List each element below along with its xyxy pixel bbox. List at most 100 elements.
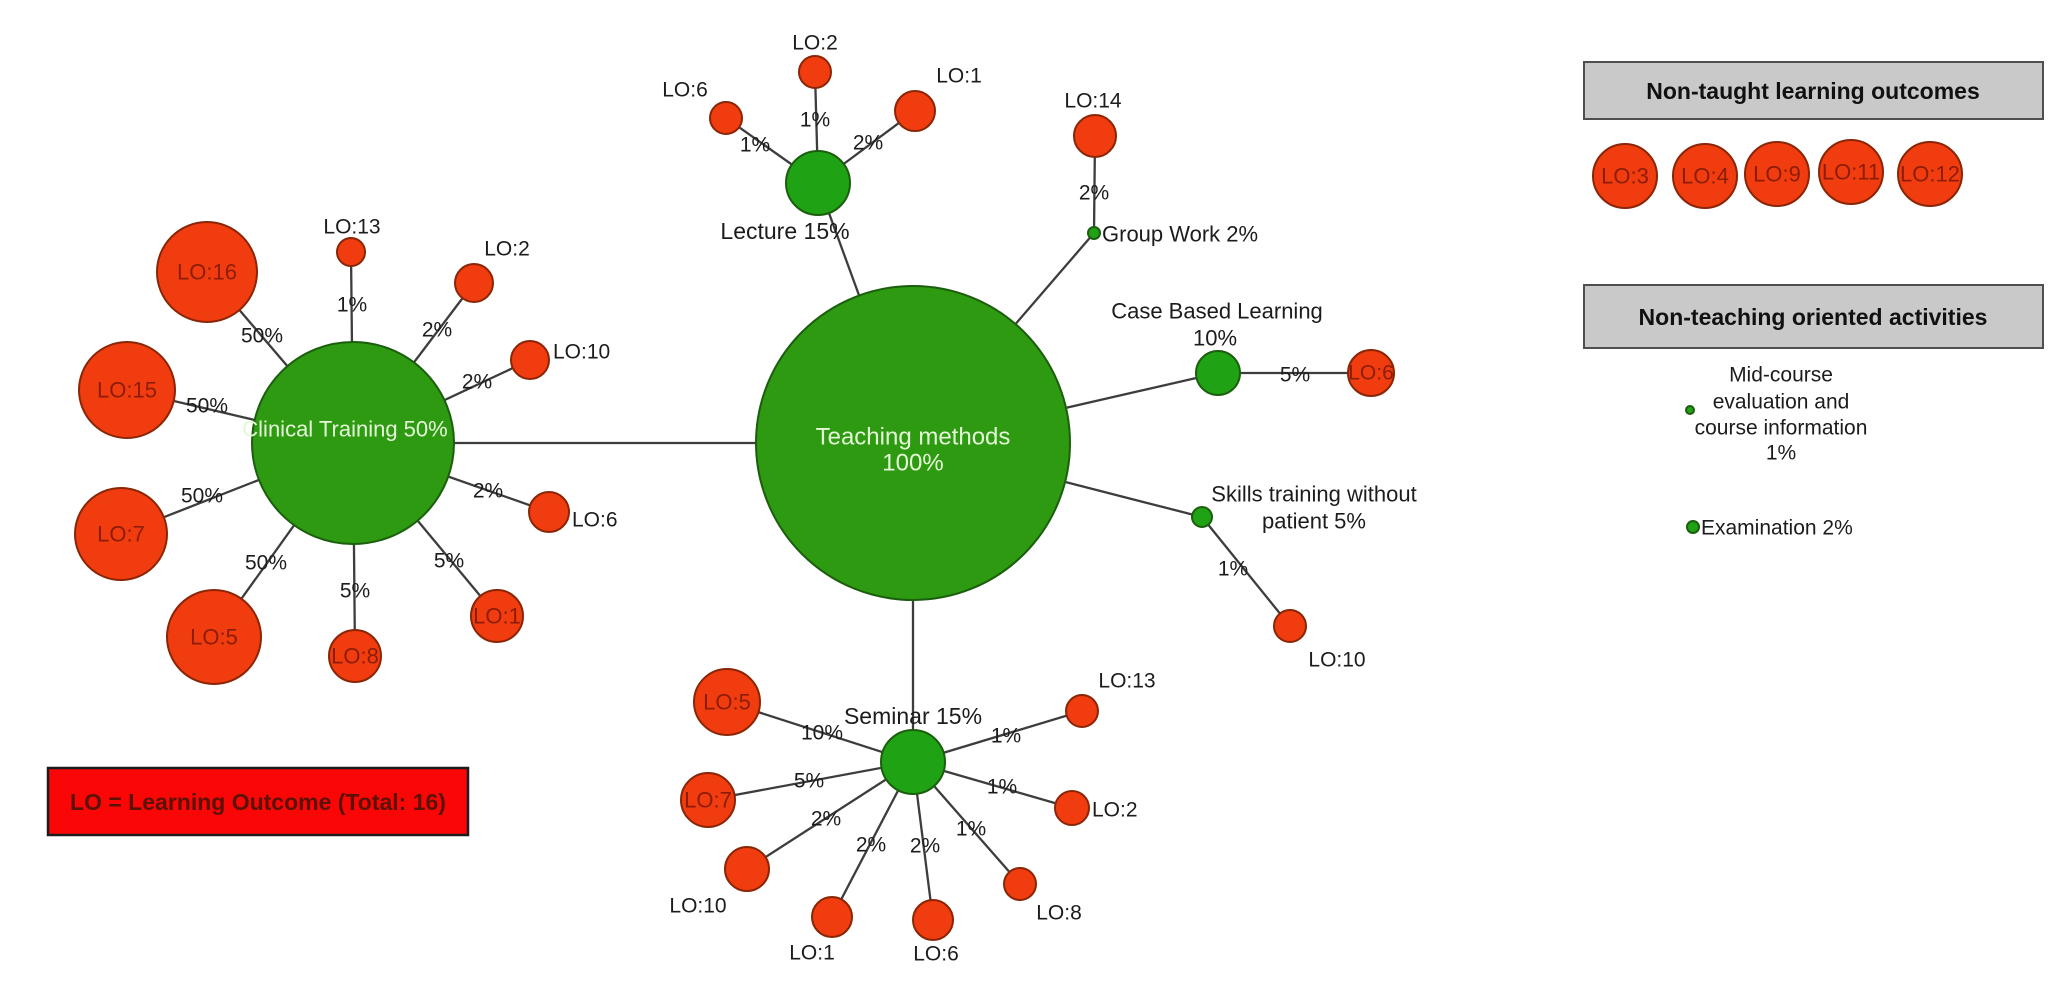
node-exam_dot [1686,520,1700,534]
edge-label-seminar-sem_lo2: 1% [987,776,1017,799]
node-label-skills-0: Skills training without [1211,482,1416,507]
edge-label-clinical-cl_lo5: 50% [245,552,287,575]
edge-label-seminar-sem_lo5: 10% [801,722,843,745]
node-label-sem_lo5: LO:5 [703,690,751,715]
node-label-lec_lo6: LO:6 [662,79,708,102]
node-lec_lo6 [709,101,743,135]
node-label-sem_lo13: LO:13 [1098,670,1155,693]
edge-label-clinical-cl_lo16: 50% [241,325,283,348]
legend-layer: Non-taught learning outcomes Non-teachin… [46,61,2044,837]
node-label-sem_lo10: LO:10 [669,895,726,918]
node-cl_lo15 [78,341,176,439]
node-label-lg_lo3: LO:3 [1601,164,1649,189]
node-label-cl_lo7: LO:7 [97,522,145,547]
edge-label-cbl-cbl_lo6: 5% [1280,364,1310,387]
node-label-cbl-0: Case Based Learning [1111,299,1323,324]
node-sem_lo13 [1065,694,1099,728]
edge-label-clinical-cl_lo2: 2% [422,319,452,342]
node-cl_lo5 [166,589,262,685]
non-taught-legend-title: Non-taught learning outcomes [1646,78,1980,104]
edge-label-seminar-sem_lo1: 2% [856,834,886,857]
edge-label-seminar-sem_lo7: 5% [794,770,824,793]
node-label-gw_lo14: LO:14 [1064,90,1122,113]
node-label-cl_lo10: LO:10 [553,341,610,364]
node-lg_lo3 [1592,143,1658,209]
node-label-cl_lo16: LO:16 [177,260,237,285]
node-sem_lo6 [912,899,954,941]
node-label-cl_lo1: LO:1 [473,604,521,629]
node-cl_lo2 [454,263,494,303]
edge-label-lecture-lec_lo1: 2% [853,132,883,155]
edge-seminar-sem_lo7 [707,760,914,802]
edge-label-lecture-lec_lo6: 1% [740,134,770,157]
node-teaching [755,285,1071,601]
node-label-lg_lo11: LO:11 [1822,160,1880,185]
node-cbl_lo6 [1347,349,1395,397]
node-sem_lo1 [811,896,853,938]
node-label-lg_lo9: LO:9 [1753,162,1801,187]
node-label-sem_lo1: LO:1 [789,942,835,965]
node-label-sem_lo8: LO:8 [1036,902,1082,925]
node-label-mid_dot-0: Mid-course [1729,364,1833,387]
node-label-lg_lo4: LO:4 [1681,164,1729,189]
non-teaching-legend-title: Non-teaching oriented activities [1639,304,1988,330]
node-label-cbl_lo6: LO:6 [1348,362,1394,385]
edge-skills-sk_lo10 [1201,516,1291,627]
node-lg_lo12 [1897,141,1963,207]
node-label-lecture: Lecture 15% [720,218,849,244]
edge-label-seminar-sem_lo8: 1% [956,818,986,841]
node-label-sk_lo10: LO:10 [1308,649,1365,672]
node-label-sem_lo7: LO:7 [684,788,732,813]
node-sem_lo8 [1003,867,1037,901]
edge-label-clinical-cl_lo13: 1% [337,294,367,317]
node-clinical [251,341,455,545]
node-groupwork [1087,226,1101,240]
node-label-seminar: Seminar 15% [844,703,982,729]
node-lg_lo4 [1672,143,1738,209]
node-label-sem_lo2: LO:2 [1092,799,1138,822]
node-label-groupwork: Group Work 2% [1102,222,1258,247]
edge-label-clinical-cl_lo7: 50% [181,485,223,508]
node-cl_lo6 [528,491,570,533]
node-label-cl_lo15: LO:15 [97,378,157,403]
node-cl_lo16 [156,221,258,323]
node-lec_lo2 [798,55,832,89]
edge-label-seminar-sem_lo10: 2% [811,808,841,831]
node-cl_lo13 [336,237,366,267]
node-lg_lo11 [1818,139,1884,205]
node-cl_lo7 [74,487,168,581]
non-taught-legend-box [1583,61,2044,120]
node-label-lg_lo12: LO:12 [1900,162,1960,187]
lo-abbreviation-banner-text: LO = Learning Outcome (Total: 16) [70,789,446,815]
node-label-cl_lo2: LO:2 [484,238,530,261]
node-label-cl_lo13: LO:13 [323,216,380,239]
non-teaching-legend-box [1583,284,2044,349]
node-mid_dot [1685,405,1695,415]
node-label-clinical: Clinical Training 50% [242,417,447,442]
edge-label-clinical-cl_lo15: 50% [186,395,228,418]
edge-label-seminar-sem_lo6: 2% [910,835,940,858]
node-sem_lo10 [724,846,770,892]
node-label-mid_dot-1: evaluation and [1713,391,1850,414]
edge-label-clinical-cl_lo6: 2% [473,480,503,503]
node-cl_lo1 [470,589,524,643]
node-cl_lo10 [510,340,550,380]
node-label-mid_dot-2: course information [1695,417,1868,440]
node-label-lec_lo2: LO:2 [792,32,838,55]
node-seminar [880,729,946,795]
node-label-cbl-1: 10% [1193,326,1237,351]
node-sem_lo5 [693,668,761,736]
node-sem_lo2 [1054,790,1090,826]
nodes-layer [74,55,1963,941]
node-label-cl_lo6: LO:6 [572,509,618,532]
edge-label-groupwork-gw_lo14: 2% [1079,182,1109,205]
node-label-exam_dot: Examination 2% [1701,517,1853,540]
node-label-mid_dot-3: 1% [1766,442,1796,465]
node-label-cl_lo8: LO:8 [331,644,379,669]
edge-label-skills-sk_lo10: 1% [1218,558,1248,581]
edge-label-lecture-lec_lo2: 1% [800,109,830,132]
node-gw_lo14 [1073,114,1117,158]
